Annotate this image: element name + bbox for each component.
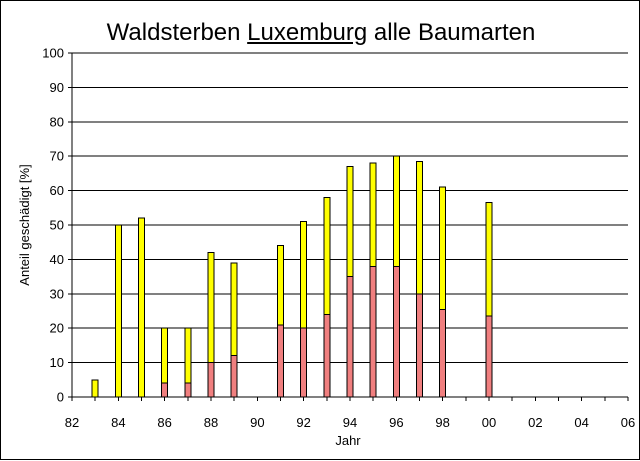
x-tick-label: 02 xyxy=(528,415,542,430)
bar-segment-1983-s2 xyxy=(91,379,99,398)
bar-segment-1996-s1 xyxy=(392,265,400,398)
bar-segment-2000-s1 xyxy=(485,315,493,398)
bar-segment-1998-s1 xyxy=(439,308,447,398)
bar-segment-1987-s2 xyxy=(184,327,192,384)
y-tick-label: 0 xyxy=(57,390,64,405)
bar-segment-1988-s2 xyxy=(207,252,215,364)
bar-segment-1988-s1 xyxy=(207,362,215,398)
bar-segment-1993-s2 xyxy=(323,196,331,315)
bar-segment-1989-s2 xyxy=(230,262,238,357)
bar-segment-1995-s1 xyxy=(369,265,377,398)
x-tick-label: 92 xyxy=(296,415,310,430)
bar-segment-1992-s2 xyxy=(300,221,308,329)
bars xyxy=(91,155,493,398)
bar-segment-1995-s2 xyxy=(369,162,377,267)
y-tick-label: 50 xyxy=(50,218,64,233)
bar-segment-1998-s2 xyxy=(439,186,447,310)
bar-segment-1996-s2 xyxy=(392,155,400,267)
y-tick-label: 70 xyxy=(50,149,64,164)
y-tick-label: 40 xyxy=(50,252,64,267)
x-tick-labels: 82 84 86 88 90 92 94 96 98 00 02 04 06 xyxy=(65,415,635,430)
title-part-1: Waldsterben xyxy=(106,19,248,46)
bar-segment-1984-s2 xyxy=(114,224,122,398)
title-part-3: alle Baumarten xyxy=(367,19,536,46)
bar-segment-1991-s1 xyxy=(277,324,284,398)
x-tick-label: 94 xyxy=(343,415,357,430)
y-tick-label: 30 xyxy=(50,286,64,301)
bar-segment-1993-s1 xyxy=(323,313,331,398)
x-tick-label: 00 xyxy=(482,415,496,430)
x-tick-label: 96 xyxy=(389,415,403,430)
x-tick-label: 88 xyxy=(204,415,218,430)
x-tick-label: 82 xyxy=(65,415,79,430)
bar-segment-1985-s2 xyxy=(138,217,145,398)
axes xyxy=(68,52,629,401)
bar-segment-1989-s1 xyxy=(230,355,238,398)
x-tick-label: 04 xyxy=(574,415,588,430)
bar-segment-1992-s1 xyxy=(300,327,308,398)
y-tick-label: 100 xyxy=(42,46,64,61)
title-part-2: Luxemburg xyxy=(247,19,368,46)
y-tick-label: 20 xyxy=(50,321,64,336)
x-tick-label: 06 xyxy=(621,415,635,430)
bar-segment-2000-s2 xyxy=(485,202,493,317)
y-tick-label: 90 xyxy=(50,80,64,95)
bar-segment-1994-s1 xyxy=(346,276,354,398)
y-tick-labels: 0 10 20 30 40 50 60 70 80 90 100 xyxy=(42,46,64,405)
bar-segment-1997-s1 xyxy=(416,293,423,398)
y-tick-label: 10 xyxy=(50,355,64,370)
x-tick-label: 84 xyxy=(111,415,125,430)
y-tick-label: 80 xyxy=(50,114,64,129)
bar-segment-1986-s1 xyxy=(161,382,169,398)
y-tick-label: 60 xyxy=(50,183,64,198)
x-tick-label: 98 xyxy=(435,415,449,430)
y-axis-label: Anteil geschädigt [%] xyxy=(17,164,32,285)
bar-segment-1986-s2 xyxy=(161,327,169,384)
chart-title: Waldsterben Luxemburg alle Baumarten xyxy=(1,19,640,47)
bar-segment-1994-s2 xyxy=(346,166,354,278)
x-tick-label: 86 xyxy=(157,415,171,430)
bar-segment-1997-s2 xyxy=(416,160,423,295)
bar-segment-1991-s2 xyxy=(277,245,284,326)
bar-segment-1987-s1 xyxy=(184,382,192,398)
x-tick-label: 90 xyxy=(250,415,264,430)
x-axis-label: Jahr xyxy=(335,433,361,448)
